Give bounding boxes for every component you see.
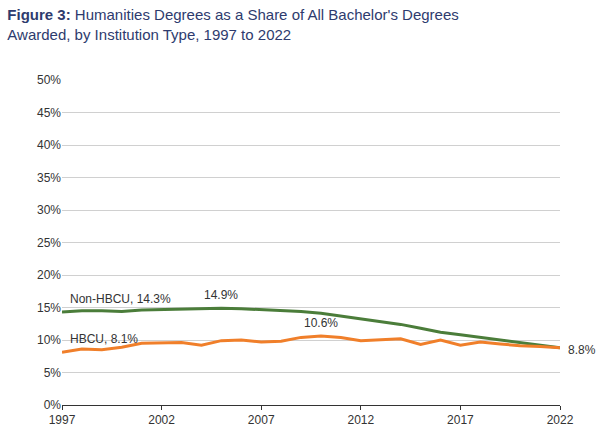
svg-text:2022: 2022 [547,413,574,427]
svg-text:Figure 3: Humanities Degrees a: Figure 3: Humanities Degrees as a Share … [7,6,458,43]
svg-text:20%: 20% [37,268,61,282]
svg-text:2012: 2012 [347,413,374,427]
svg-text:25%: 25% [37,236,61,250]
svg-text:HBCU, 8.1%: HBCU, 8.1% [70,332,138,346]
svg-text:50%: 50% [37,73,61,87]
svg-text:0%: 0% [44,398,62,412]
svg-text:2017: 2017 [447,413,474,427]
svg-text:15%: 15% [37,301,61,315]
svg-text:45%: 45% [37,106,61,120]
svg-text:10.6%: 10.6% [304,316,338,330]
svg-text:8.8%: 8.8% [568,343,596,357]
svg-text:35%: 35% [37,171,61,185]
svg-text:10%: 10% [37,333,61,347]
svg-text:14.9%: 14.9% [204,288,238,302]
svg-text:40%: 40% [37,138,61,152]
svg-text:Non-HBCU, 14.3%: Non-HBCU, 14.3% [70,292,171,306]
svg-text:2007: 2007 [248,413,275,427]
svg-text:2002: 2002 [148,413,175,427]
svg-text:30%: 30% [37,203,61,217]
svg-text:1997: 1997 [49,413,76,427]
svg-text:5%: 5% [44,366,62,380]
